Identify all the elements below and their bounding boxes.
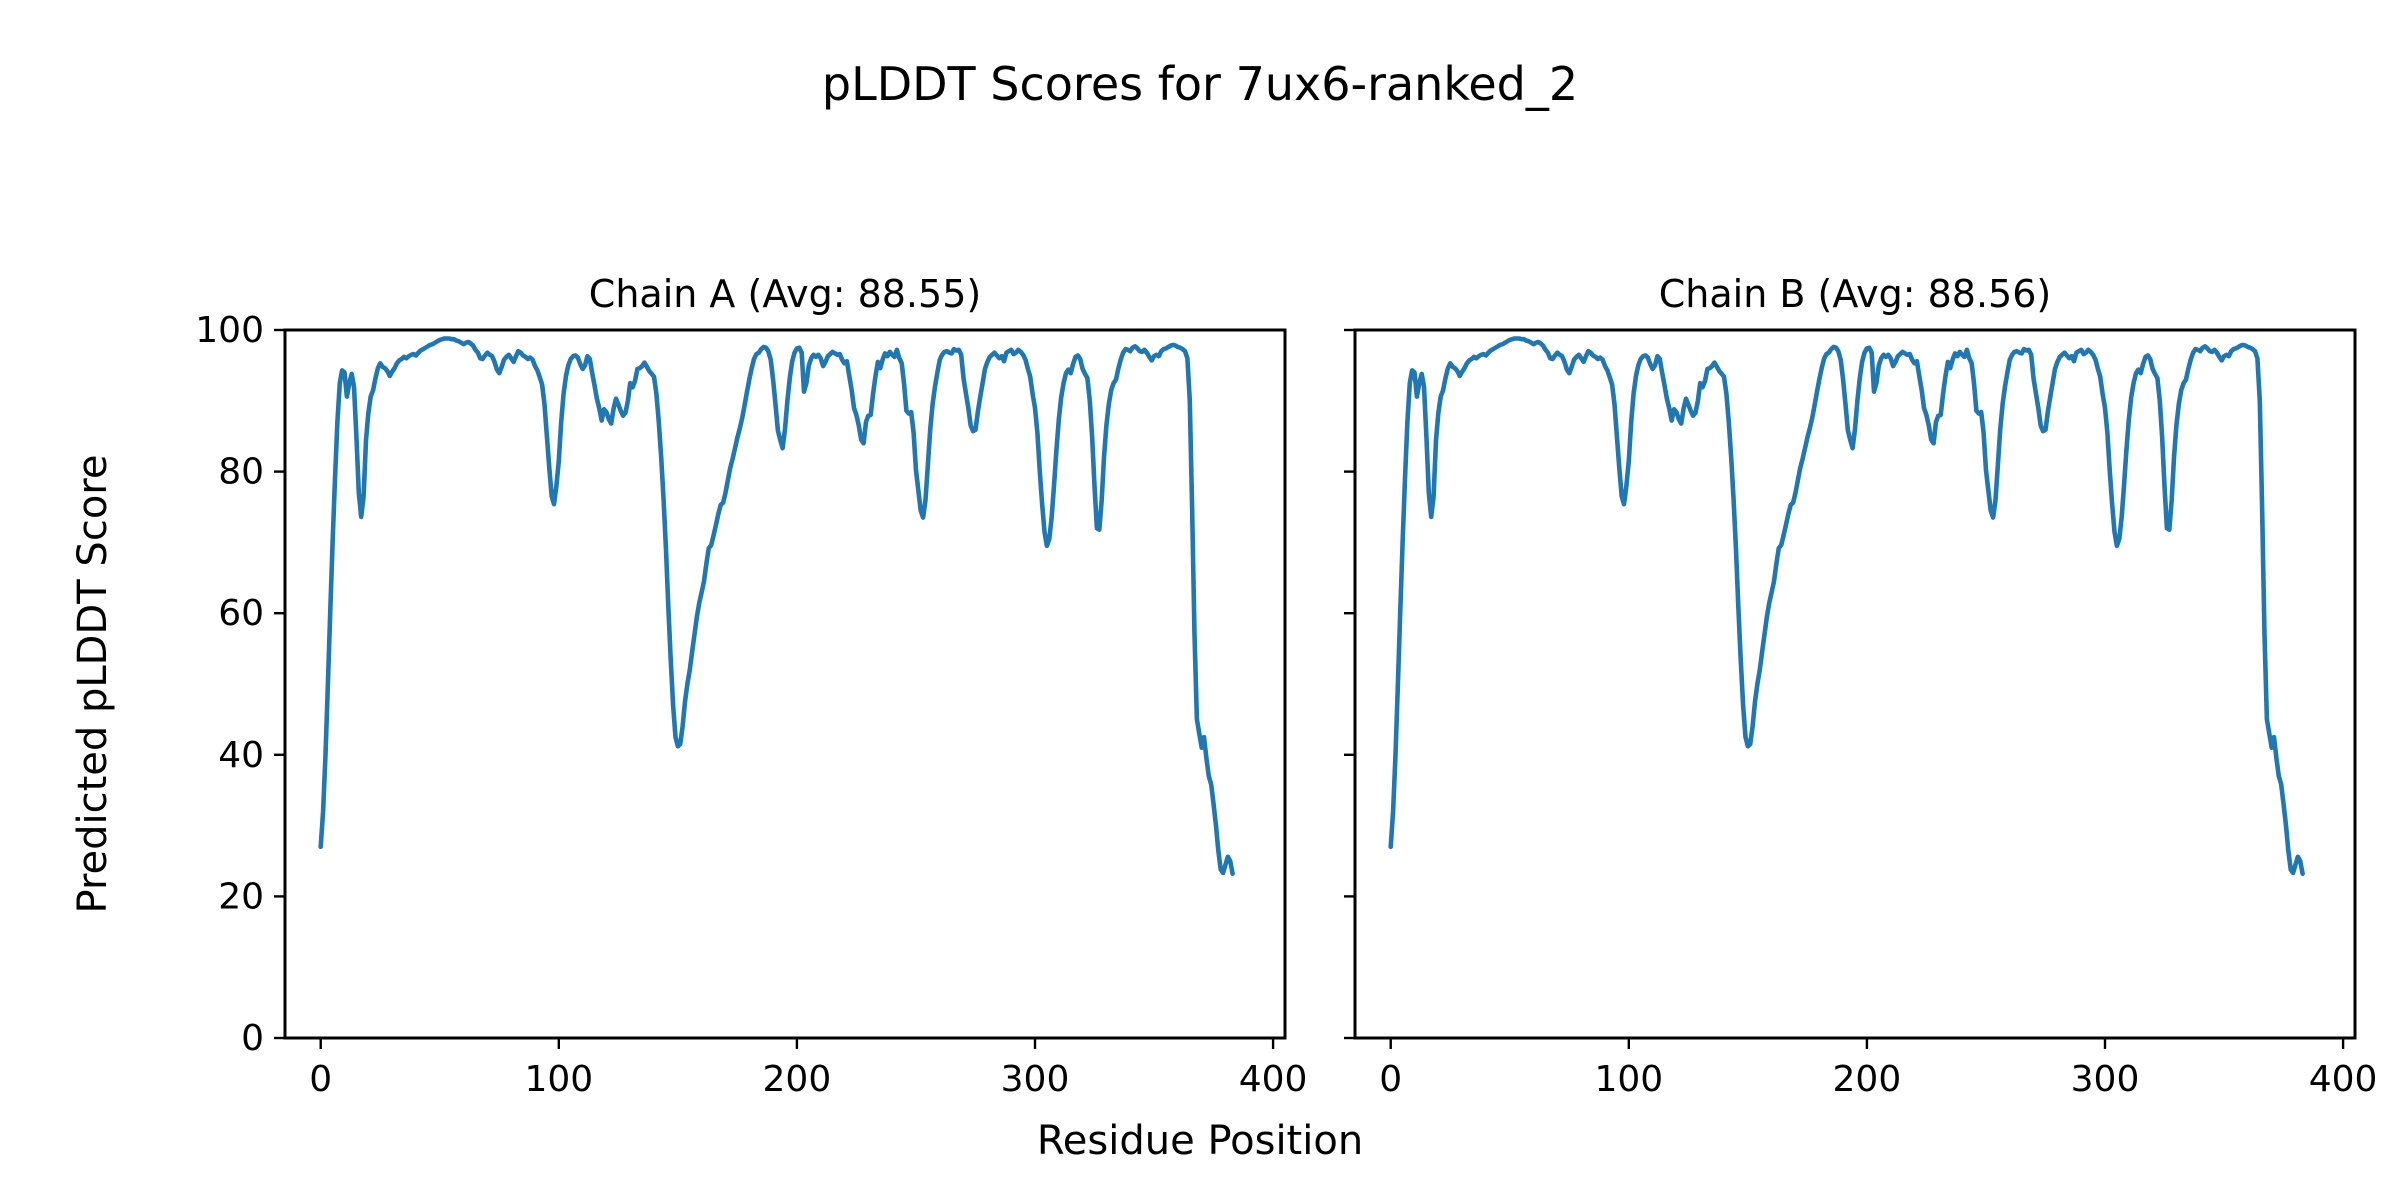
chain-b-x-tick-label: 200 [1833,1059,1902,1100]
chain-a-x-tick-label: 300 [1001,1059,1070,1100]
chain-a-axes-frame [283,328,1287,1040]
chain-a-y-tick-label: 100 [195,310,264,351]
chain-b-title: Chain B (Avg: 88.56) [1658,272,2052,316]
chain-a-plddt-line [318,336,1235,877]
x-axis-label: Residue Position [1036,1118,1364,1164]
chain-a-x-tick-label: 0 [309,1059,332,1100]
chain-b-plddt-line [1388,336,2305,877]
chain-a-x-tick-label: 100 [524,1059,593,1100]
chain-a-x-tick-label: 400 [1239,1059,1308,1100]
chain-a-title: Chain A (Avg: 88.55) [588,272,982,316]
chain-b-x-tick-label: 300 [2071,1059,2140,1100]
chain-b-x-tick-label: 0 [1379,1059,1402,1100]
chain-a-y-tick-label: 80 [218,452,264,493]
chain-a-x-tick-label: 200 [763,1059,832,1100]
chain-b-x-tick-label: 400 [2309,1059,2378,1100]
chain-a-y-tick-label: 40 [218,735,264,776]
chain-b-axes-frame [1353,328,2357,1040]
chain-a-y-tick-label: 60 [218,593,264,634]
figure-title: pLDDT Scores for 7ux6-ranked_2 [821,57,1579,111]
chain-a-y-tick-label: 0 [241,1018,264,1059]
chain-b-x-tick-label: 100 [1594,1059,1663,1100]
chain-a-y-tick-label: 20 [218,876,264,917]
